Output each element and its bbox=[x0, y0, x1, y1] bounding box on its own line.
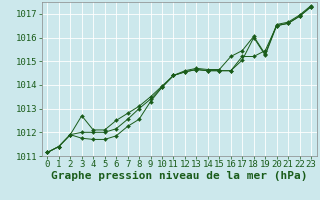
X-axis label: Graphe pression niveau de la mer (hPa): Graphe pression niveau de la mer (hPa) bbox=[51, 171, 308, 181]
